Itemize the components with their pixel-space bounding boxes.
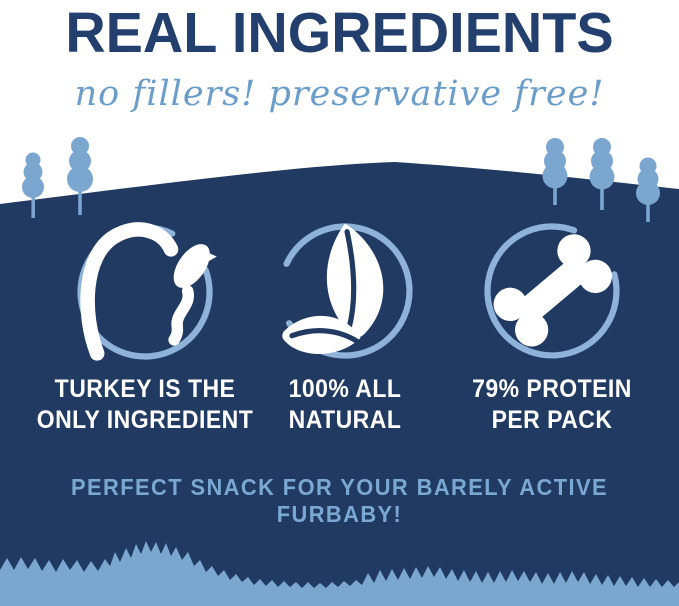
tree-icon bbox=[636, 157, 660, 222]
feature-label-protein: 79% PROTEIN PER PACK bbox=[455, 374, 648, 436]
feature-line: 79% PROTEIN bbox=[472, 375, 632, 403]
feature-line: 100% ALL bbox=[288, 375, 402, 403]
turkey-icon bbox=[77, 222, 217, 361]
feature-label-turkey: TURKEY IS THE ONLY INGREDIENT bbox=[35, 374, 256, 436]
leaves-silhouette bbox=[282, 223, 384, 354]
bone-icon bbox=[484, 223, 620, 359]
page-title: REAL INGREDIENTS bbox=[65, 1, 614, 65]
broken-circle-outline bbox=[484, 223, 620, 359]
feature-line: ONLY INGREDIENT bbox=[36, 406, 254, 434]
bone-silhouette bbox=[493, 234, 613, 347]
feature-line: NATURAL bbox=[288, 406, 402, 434]
tree-icon bbox=[67, 137, 93, 215]
turkey-silhouette bbox=[80, 222, 217, 361]
leaf-icon bbox=[282, 223, 413, 359]
hill-shape bbox=[0, 162, 679, 606]
feature-label-natural: 100% ALL NATURAL bbox=[253, 374, 437, 436]
tree-icon bbox=[22, 152, 44, 218]
broken-circle-outline bbox=[283, 223, 413, 359]
tree-icon bbox=[589, 138, 615, 210]
tree-icon bbox=[542, 138, 568, 205]
jagged-grass-shape bbox=[0, 541, 679, 606]
tagline: PERFECT SNACK FOR YOUR BARELY ACTIVE FUR… bbox=[71, 474, 608, 527]
feature-line: PER PACK bbox=[491, 406, 613, 434]
page-subtitle: no fillers! preservative free! bbox=[74, 74, 605, 114]
feature-line: TURKEY IS THE bbox=[54, 375, 236, 403]
